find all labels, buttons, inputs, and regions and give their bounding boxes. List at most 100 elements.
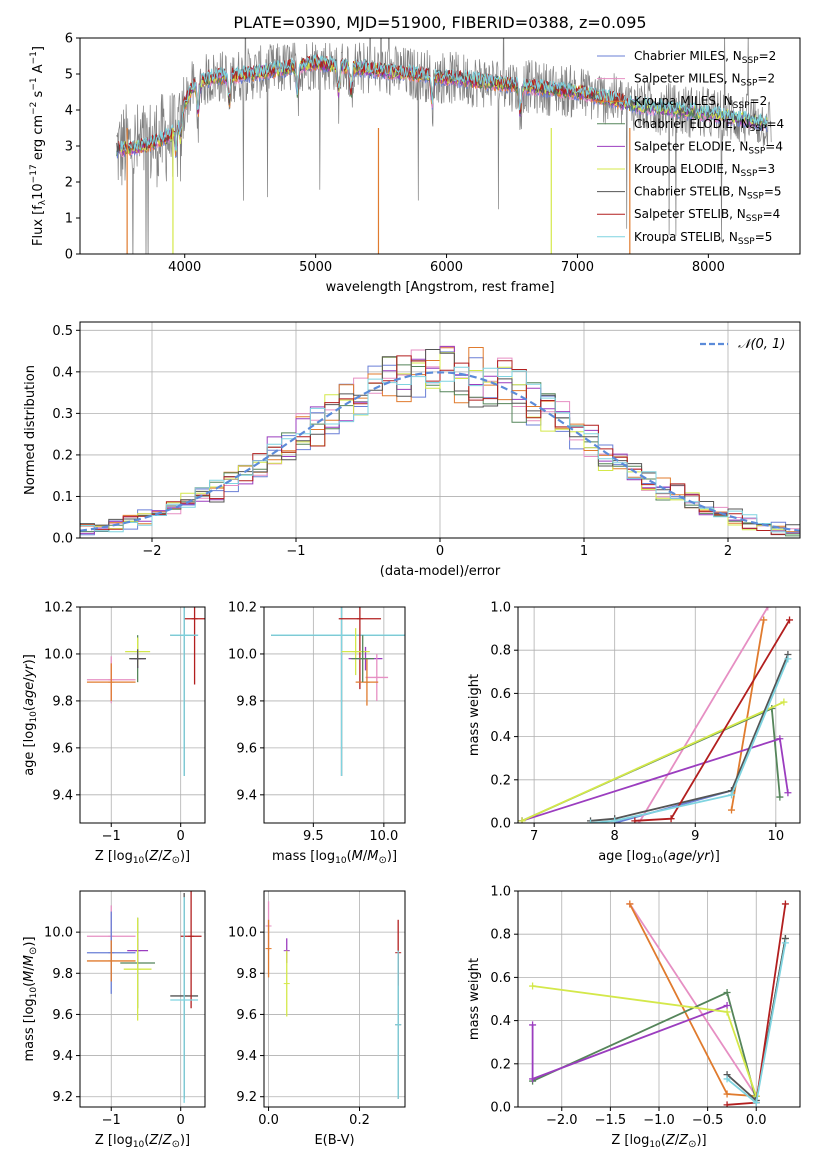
x-tick-label: −1: [286, 544, 305, 559]
y-axis-label: mass [log10(M/M⊙)]: [22, 936, 39, 1061]
residuals-plot-area: [80, 322, 800, 538]
y-tick-label: 10.0: [44, 647, 73, 662]
mass-weight-marker: [529, 982, 537, 990]
y-tick-label: 9.4: [52, 1049, 73, 1064]
x-tick-label: 5000: [299, 260, 332, 275]
mass-weight-marker: [776, 735, 784, 743]
legend: Chabrier MILES, NSSP=2 Salpeter MILES, NS…: [597, 49, 784, 247]
figure-title: PLATE=0390, MJD=51900, FIBERID=0388, z=0…: [233, 13, 646, 32]
x-tick-label: 0: [177, 1113, 185, 1128]
mass-weight-marker: [776, 793, 784, 801]
mass-weight-marker: [723, 1101, 731, 1107]
y-tick-label: 10.0: [44, 926, 73, 941]
age_vs_Z-plot-area: [80, 607, 205, 823]
mass-weight-marker: [587, 819, 595, 823]
x-tick-label: −1.5: [595, 1113, 627, 1128]
y-tick-label: 9.6: [52, 741, 73, 756]
mass-weight-marker: [764, 607, 772, 611]
y-tick-label: 6: [65, 32, 73, 47]
legend-label: Salpeter MILES, NSSP=2: [634, 72, 775, 89]
mass-weight-marker: [667, 815, 675, 823]
y-tick-label: 9.4: [52, 788, 73, 803]
age_vs_mass-panel: 9.5 10.0 9.4 9.6 9.8 10.0 10.2 mass [log10(M/M⊙…: [228, 601, 406, 866]
y-tick-label: 2: [65, 176, 73, 191]
model-spectrum-line: [118, 53, 630, 152]
mass-weight-line: [629, 903, 757, 1097]
x-tick-label: 0: [177, 829, 185, 844]
y-tick-label: 0.4: [490, 1014, 511, 1029]
x-tick-label: 4000: [168, 260, 201, 275]
y-tick-label: 9.4: [236, 1049, 257, 1064]
age_vs_mass-frame: [263, 606, 406, 824]
legend-label: Chabrier STELIB, NSSP=5: [634, 185, 782, 202]
y-tick-label: 0.0: [490, 817, 511, 832]
mass-weight-marker: [752, 1099, 760, 1107]
y-tick-label: 0.6: [490, 687, 511, 702]
mass-weight-line: [590, 658, 789, 823]
y-tick-label: 10.0: [228, 926, 257, 941]
legend-label: 𝒩(0, 1): [738, 337, 785, 352]
y-tick-label: 4: [65, 104, 73, 119]
x-tick-label: −1.0: [643, 1113, 675, 1128]
mass_vs_ebv-plot-area: [264, 891, 405, 1107]
x-axis-label: E(B-V): [314, 1133, 354, 1148]
mass-weight-marker: [781, 939, 789, 947]
mass-weight-line: [638, 607, 769, 823]
x-axis-label: wavelength [Angstrom, rest frame]: [326, 280, 555, 295]
y-tick-label: 0.4: [490, 730, 511, 745]
y-tick-label: 10.2: [228, 601, 257, 616]
residual-histogram-line: [80, 366, 800, 535]
mass_vs_Z-panel: −1 0 9.2 9.4 9.6 9.8 10.0 Z [log10(Z/Z⊙)] mass […: [22, 890, 206, 1150]
x-tick-label: −2.0: [546, 1113, 578, 1128]
y-tick-label: 9.6: [236, 741, 257, 756]
y-tick-label: 1.0: [490, 601, 511, 616]
x-tick-label: 9: [691, 829, 699, 844]
y-axis-label: mass weight: [467, 958, 482, 1040]
x-tick-label: 8: [611, 829, 619, 844]
mass_vs_ebv-panel: 0.0 0.2 9.2 9.4 9.6 9.8 10.0 E(B-V): [228, 890, 406, 1148]
y-tick-label: 0.2: [490, 1057, 511, 1072]
model-spectrum-line: [120, 53, 768, 154]
y-tick-label: 9.4: [236, 788, 257, 803]
legend-label: Salpeter STELIB, NSSP=4: [634, 207, 780, 224]
x-tick-label: 7: [530, 829, 538, 844]
massweight_vs_Z-panel: −2.0 −1.5 −1.0 −0.5 0.0 0.0 0.2 0.4 0.6 0.8 1.0 Z […: [467, 885, 801, 1150]
y-tick-label: 0.2: [490, 773, 511, 788]
normal-reference-curve: [80, 371, 800, 532]
mass-weight-marker: [784, 655, 792, 663]
y-axis-label: age [log10(age/yr)]: [22, 654, 39, 776]
age_vs_Z-frame: [79, 606, 206, 824]
mass-weight-marker: [723, 1001, 731, 1009]
y-tick-label: 9.8: [236, 967, 257, 982]
mass-weight-marker: [518, 817, 526, 823]
x-tick-label: 10.0: [369, 829, 398, 844]
x-tick-label: −0.5: [692, 1113, 724, 1128]
y-tick-label: 0.5: [52, 324, 73, 339]
x-tick-label: −1: [102, 1113, 121, 1128]
x-tick-label: 7000: [561, 260, 594, 275]
legend-label: Salpeter ELODIE, NSSP=4: [634, 139, 783, 156]
y-tick-label: 3: [65, 140, 73, 155]
mass-weight-marker: [728, 791, 736, 799]
y-tick-label: 5: [65, 68, 73, 83]
y-tick-label: 0.6: [490, 971, 511, 986]
y-tick-label: 0.0: [52, 532, 73, 547]
y-axis-label: Flux [fλ10−17 erg cm−2 s−1 A−1]: [29, 46, 48, 246]
mass_vs_Z-plot-area: [80, 891, 205, 1107]
y-tick-label: 10.0: [228, 647, 257, 662]
y-tick-label: 0.3: [52, 407, 73, 422]
legend-label: Kroupa ELODIE, NSSP=3: [634, 162, 775, 179]
y-tick-label: 1: [65, 212, 73, 227]
x-tick-label: 9.5: [303, 829, 324, 844]
y-tick-label: 0.0: [490, 1101, 511, 1116]
residual-histogram-line: [80, 349, 800, 536]
x-axis-label: (data-model)/error: [380, 564, 501, 579]
mass-weight-marker: [784, 789, 792, 797]
mass_vs_ebv-frame: [263, 890, 406, 1108]
x-tick-label: 0.0: [746, 1113, 767, 1128]
mass-weight-marker: [781, 900, 789, 908]
x-tick-label: 2: [724, 544, 732, 559]
mass-weight-marker: [723, 1008, 731, 1016]
y-tick-label: 0.8: [490, 644, 511, 659]
